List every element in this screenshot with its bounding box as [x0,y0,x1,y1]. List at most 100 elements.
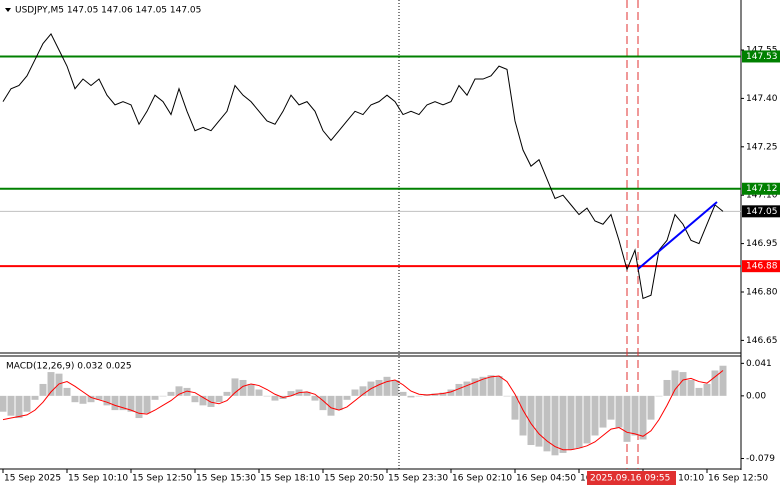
x-tick-label: 16 Sep 02:10 [452,474,512,484]
histogram-bar [71,395,79,403]
x-tick-label: 15 Sep 2025 [4,474,61,484]
level-label: 146.88 [746,262,778,272]
level-label: 147.53 [746,52,778,62]
x-tick-label: 15 Sep 15:30 [196,474,256,484]
histogram-bar [271,395,279,401]
histogram-bar [7,395,15,416]
histogram-bar [495,376,503,396]
histogram-bar [151,395,159,400]
histogram-bar [39,383,47,396]
y-tick-label: -0.079 [746,454,775,464]
histogram-bar [503,395,511,397]
histogram-bar [487,375,495,396]
histogram-bar [615,395,623,428]
histogram-bar [567,395,575,450]
histogram-bar [87,395,95,403]
histogram-bar [399,391,407,396]
histogram-bar [263,395,271,397]
x-tick-label: 15 Sep 18:10 [260,474,320,484]
x-tick-label: 15 Sep 12:50 [132,474,192,484]
x-tick-label: 15 Sep 10:10 [68,474,128,484]
histogram-bar [647,395,655,420]
level-label-box [742,50,780,63]
histogram-bar [463,381,471,396]
histogram-bar [327,395,335,416]
histogram-bar [583,395,591,444]
histogram-bar [607,395,615,420]
cursor-time-label: 2025.09.16 09:55 [590,474,670,484]
histogram-bar [343,395,351,400]
histogram-bar [303,391,311,396]
indicator-title: MACD(12,26,9) 0.032 0.025 [6,362,132,372]
symbol-arrow [5,8,11,12]
histogram-bar [239,379,247,396]
histogram-bar [311,395,319,401]
level-label-box [742,260,780,273]
histogram-bar [103,395,111,406]
histogram-bar [599,395,607,428]
histogram-bar [631,395,639,436]
histogram-bar [231,378,239,396]
histogram-bar [15,395,23,419]
current-price-box [742,205,780,218]
price-line [2,32,724,300]
histogram-bar [215,395,223,403]
histogram-bar [247,383,255,396]
histogram-bar [663,379,671,396]
histogram-bar [31,395,39,400]
histogram-bar [471,378,479,396]
trend-line [637,201,718,270]
y-tick-label: 147.10 [746,191,778,201]
histogram-bar [639,395,647,440]
histogram-bar [319,395,327,411]
histogram-bar [127,395,135,412]
histogram-bar [207,395,215,407]
current-price-label: 147.05 [746,207,778,217]
histogram-bar [287,391,295,396]
histogram-bar [175,386,183,396]
histogram-bar [79,395,87,404]
histogram-bar [359,386,367,396]
chart-title: USDJPY,M5 147.05 147.06 147.05 147.05 [15,6,201,16]
y-tick-label: 146.65 [746,336,778,346]
histogram-bar [551,395,559,456]
histogram-bar [119,395,127,411]
histogram-bar [95,395,103,400]
x-tick-label: 15 Sep 20:50 [324,474,384,484]
histogram-bar [575,395,583,449]
histogram-bar [535,395,543,447]
histogram-bar [455,383,463,396]
histogram-bar [183,387,191,396]
level-label-box [742,182,780,195]
histogram-bar [167,391,175,396]
histogram-bar [335,395,343,411]
histogram-bar [719,365,727,396]
histogram-bar [703,383,711,396]
histogram-bar [519,395,527,436]
histogram-bar [439,392,447,396]
histogram-bar [447,389,455,396]
histogram-bar [391,379,399,396]
histogram-bar [63,387,71,396]
histogram-bar [199,395,207,406]
histogram-bar [711,370,719,396]
y-tick-label: 0.00 [746,391,766,401]
histogram-bar [47,372,55,396]
histogram-bar [223,391,231,396]
histogram-bar [511,395,519,420]
x-tick-label: 16 Sep 04:50 [516,474,576,484]
histogram-bar [159,395,167,397]
histogram-bar [0,395,7,412]
y-tick-label: 147.25 [746,142,778,152]
histogram-bar [655,395,663,397]
histogram-bar [407,395,415,398]
histogram-bar [687,379,695,396]
y-tick-label: 146.95 [746,239,778,249]
histogram-bar [111,395,119,411]
histogram-bar [23,395,31,412]
level-label: 147.12 [746,184,778,194]
histogram-bar [543,395,551,452]
histogram-bar [143,395,151,414]
histogram-bar [695,387,703,396]
histogram-bar [527,395,535,446]
